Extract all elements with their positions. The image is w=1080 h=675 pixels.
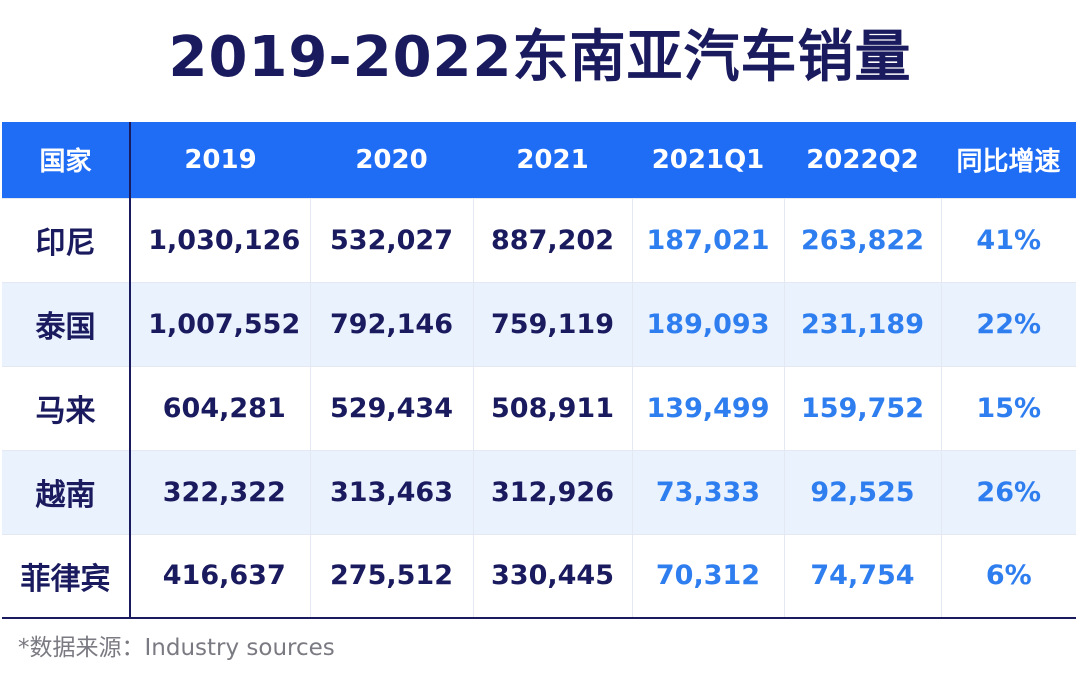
- value-cell: 189,093: [631, 281, 784, 366]
- value-cell: 508,911: [472, 365, 632, 450]
- value-cell: 416,637: [129, 533, 310, 619]
- header-2021q1: 2021Q1: [632, 122, 784, 198]
- header-2019: 2019: [130, 122, 310, 198]
- value-cell: 74,754: [783, 533, 941, 619]
- header-2022q2: 2022Q2: [784, 122, 941, 198]
- growth-cell: 26%: [940, 449, 1076, 534]
- value-cell: 70,312: [631, 533, 784, 619]
- value-cell: 312,926: [472, 449, 632, 534]
- country-cell: 菲律宾: [2, 533, 131, 619]
- country-cell: 印尼: [2, 197, 131, 282]
- header-country: 国家: [2, 122, 131, 198]
- value-cell: 231,189: [783, 281, 941, 366]
- value-cell: 313,463: [309, 449, 473, 534]
- value-cell: 263,822: [783, 197, 941, 282]
- value-cell: 1,007,552: [129, 281, 310, 366]
- value-cell: 187,021: [631, 197, 784, 282]
- header-row: 国家 2019 2020 2021 2021Q1 2022Q2 同比增速: [2, 122, 1076, 198]
- sales-table: 国家 2019 2020 2021 2021Q1 2022Q2 同比增速 印尼 …: [2, 122, 1076, 619]
- value-cell: 759,119: [472, 281, 632, 366]
- table-row: 马来 604,281 529,434 508,911 139,499 159,7…: [2, 365, 1076, 450]
- growth-cell: 22%: [940, 281, 1076, 366]
- value-cell: 322,322: [129, 449, 310, 534]
- table-row: 菲律宾 416,637 275,512 330,445 70,312 74,75…: [2, 533, 1076, 619]
- value-cell: 887,202: [472, 197, 632, 282]
- growth-cell: 41%: [940, 197, 1076, 282]
- value-cell: 792,146: [309, 281, 473, 366]
- value-cell: 275,512: [309, 533, 473, 619]
- chart-title: 2019-2022东南亚汽车销量: [168, 25, 912, 90]
- data-source-note: *数据来源：Industry sources: [18, 635, 335, 661]
- table-row: 印尼 1,030,126 532,027 887,202 187,021 263…: [2, 197, 1076, 282]
- value-cell: 159,752: [783, 365, 941, 450]
- value-cell: 529,434: [309, 365, 473, 450]
- header-2020: 2020: [310, 122, 473, 198]
- country-cell: 泰国: [2, 281, 131, 366]
- value-cell: 73,333: [631, 449, 784, 534]
- table-row: 越南 322,322 313,463 312,926 73,333 92,525…: [2, 449, 1076, 534]
- country-cell: 越南: [2, 449, 131, 534]
- growth-cell: 15%: [940, 365, 1076, 450]
- value-cell: 92,525: [783, 449, 941, 534]
- value-cell: 532,027: [309, 197, 473, 282]
- growth-cell: 6%: [940, 533, 1076, 619]
- value-cell: 139,499: [631, 365, 784, 450]
- value-cell: 604,281: [129, 365, 310, 450]
- header-yoy-growth: 同比增速: [941, 122, 1076, 198]
- header-2021: 2021: [473, 122, 632, 198]
- value-cell: 1,030,126: [129, 197, 310, 282]
- table-row: 泰国 1,007,552 792,146 759,119 189,093 231…: [2, 281, 1076, 366]
- country-cell: 马来: [2, 365, 131, 450]
- value-cell: 330,445: [472, 533, 632, 619]
